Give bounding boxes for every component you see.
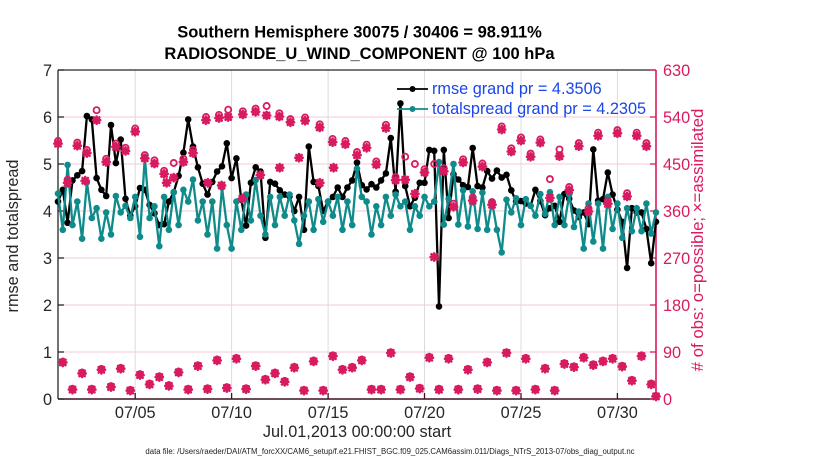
svg-text:Southern Hemisphere 30075 / 30: Southern Hemisphere 30075 / 30406 = 98.9… <box>177 24 542 42</box>
svg-text:2: 2 <box>43 297 52 315</box>
svg-text:totalspread grand pr = 4.2305: totalspread grand pr = 4.2305 <box>432 100 646 118</box>
svg-text:3: 3 <box>43 250 52 268</box>
svg-text:4: 4 <box>43 203 52 221</box>
svg-text:RADIOSONDE_U_WIND_COMPONENT @: RADIOSONDE_U_WIND_COMPONENT @ 100 hPa <box>164 45 555 63</box>
svg-text:07/05: 07/05 <box>115 404 156 422</box>
svg-text:6: 6 <box>43 109 52 127</box>
svg-text:630: 630 <box>663 62 690 80</box>
svg-text:data file: /Users/raeder/DAI/A: data file: /Users/raeder/DAI/ATM_forcXX/… <box>145 447 634 456</box>
svg-text:rmse grand pr = 4.3506: rmse grand pr = 4.3506 <box>432 80 602 98</box>
svg-text:90: 90 <box>663 344 681 362</box>
svg-text:Jul.01,2013 00:00:00 start: Jul.01,2013 00:00:00 start <box>263 423 452 441</box>
svg-text:1: 1 <box>43 344 52 362</box>
svg-text:540: 540 <box>663 109 690 127</box>
svg-text:rmse and totalspread: rmse and totalspread <box>4 160 22 313</box>
svg-text:180: 180 <box>663 297 690 315</box>
svg-text:07/10: 07/10 <box>211 404 252 422</box>
svg-text:# of obs: o=possible; ×=assimi: # of obs: o=possible; ×=assimilated <box>688 109 707 372</box>
svg-text:07/25: 07/25 <box>501 404 542 422</box>
svg-text:270: 270 <box>663 250 690 268</box>
svg-text:07/20: 07/20 <box>404 404 445 422</box>
svg-text:07/30: 07/30 <box>597 404 638 422</box>
svg-text:07/15: 07/15 <box>308 404 349 422</box>
svg-text:360: 360 <box>663 203 690 221</box>
svg-text:0: 0 <box>43 391 52 409</box>
svg-text:0: 0 <box>663 391 672 409</box>
svg-text:7: 7 <box>43 62 52 80</box>
svg-text:5: 5 <box>43 156 52 174</box>
svg-text:450: 450 <box>663 156 690 174</box>
